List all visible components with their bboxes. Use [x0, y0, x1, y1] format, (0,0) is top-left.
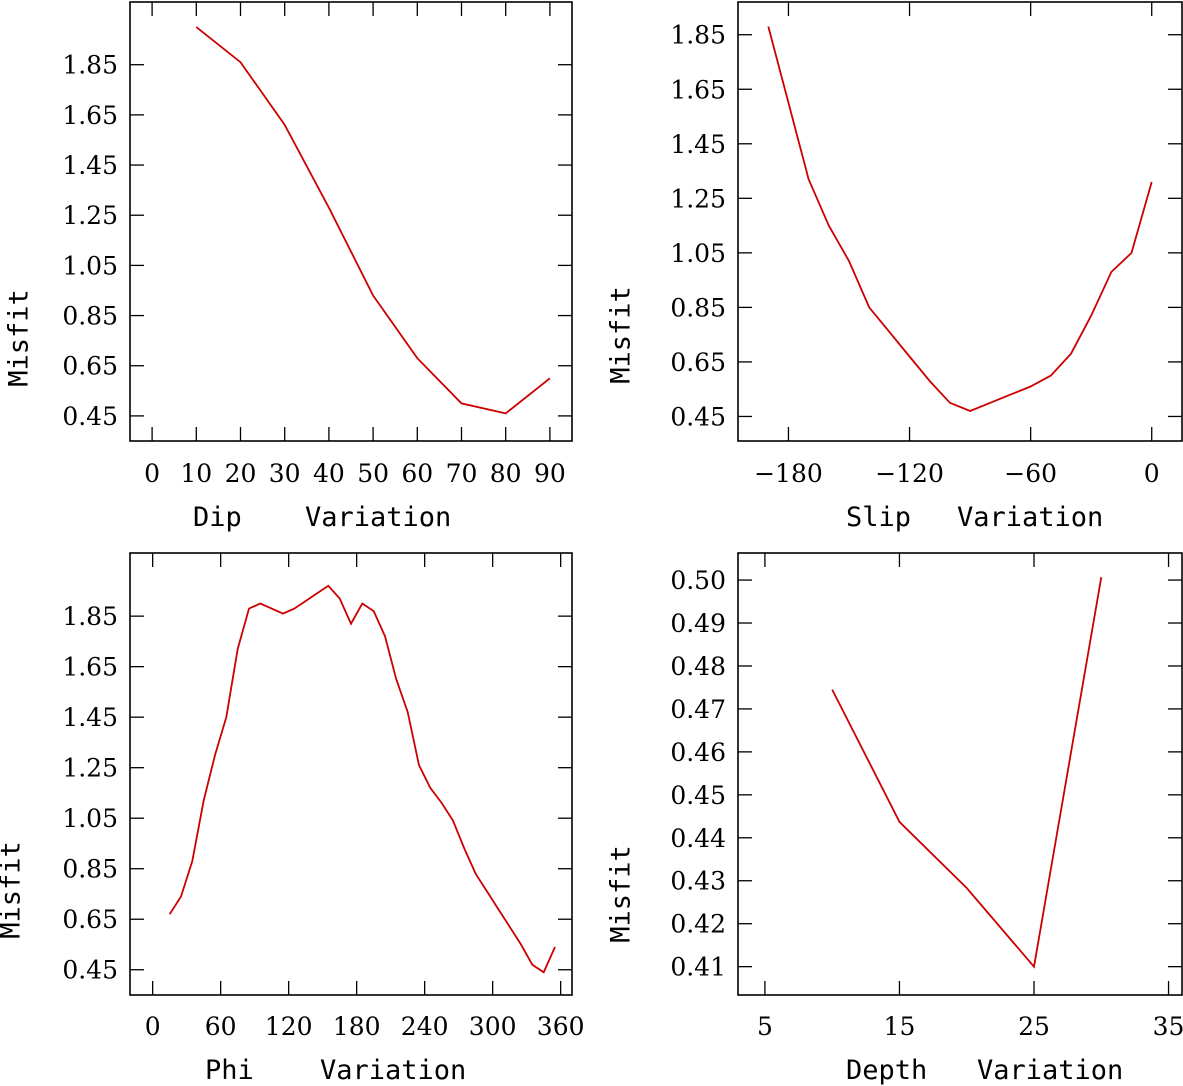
x-tick-label: 25	[1018, 1012, 1050, 1041]
y-tick-label: 1.45	[62, 703, 118, 732]
x-ticks: 0 10 20 30 40 50 60 70 80 90	[144, 2, 566, 488]
series-line	[831, 576, 1103, 969]
y-tick-label: 0.48	[670, 652, 726, 681]
panel-dip: 0 10 20 30 40 50 60 70 80 90 0.45 0.65 0.85 1.05 1.25…	[4, 1, 573, 533]
x-tick-label: 5	[757, 1012, 773, 1041]
y-tick-label: 1.85	[670, 21, 726, 50]
y-tick-label: 0.65	[62, 905, 118, 934]
y-tick-label: 1.65	[62, 101, 118, 130]
y-tick-label: 1.85	[62, 602, 118, 631]
y-tick-label: 1.45	[62, 151, 118, 180]
series-line	[195, 26, 551, 415]
x-tick-label: −60	[1004, 459, 1057, 488]
x-axis-label-left: Phi	[205, 1055, 254, 1086]
x-tick-label: 50	[357, 459, 389, 488]
x-axis-label-left: Dip	[193, 502, 242, 533]
x-tick-label: −180	[754, 459, 823, 488]
y-tick-label: 1.25	[62, 201, 118, 230]
x-tick-label: 240	[401, 1012, 449, 1041]
y-tick-label: 0.50	[670, 566, 726, 595]
y-ticks: 0.41 0.42 0.43 0.44 0.45 0.46 0.47 0.48 0.49 0.50	[670, 566, 1182, 982]
y-tick-label: 0.42	[670, 910, 726, 939]
x-tick-label: 15	[884, 1012, 916, 1041]
x-tick-label: 0	[1144, 459, 1160, 488]
y-tick-label: 1.25	[62, 754, 118, 783]
x-tick-label: 0	[145, 1012, 161, 1041]
y-tick-label: 1.05	[62, 251, 118, 280]
y-axis-label: Misfit	[0, 841, 27, 939]
y-axis-label: Misfit	[606, 845, 637, 943]
y-ticks: 0.45 0.65 0.85 1.05 1.25 1.45 1.65 1.85	[62, 602, 572, 985]
x-tick-label: 20	[225, 459, 257, 488]
x-tick-label: 180	[333, 1012, 381, 1041]
y-tick-label: 1.85	[62, 51, 118, 80]
x-axis-label-right: Variation	[977, 1055, 1123, 1086]
x-tick-label: 90	[534, 459, 566, 488]
x-tick-label: 80	[490, 459, 522, 488]
y-tick-label: 0.45	[62, 956, 118, 985]
y-tick-label: 1.45	[670, 130, 726, 159]
x-ticks: 0 60 120 180 240 300 360	[145, 553, 585, 1041]
x-tick-label: 70	[446, 459, 478, 488]
y-ticks: 0.45 0.65 0.85 1.05 1.25 1.45 1.65 1.85	[62, 51, 572, 431]
y-tick-label: 0.85	[62, 855, 118, 884]
y-tick-label: 1.05	[62, 804, 118, 833]
x-tick-label: 35	[1153, 1012, 1183, 1041]
y-tick-label: 1.25	[670, 184, 726, 213]
plot-frame	[737, 552, 1183, 996]
series-line	[767, 26, 1153, 412]
panel-depth: 5 15 25 35 0.41 0.42 0.43 0.44 0.45 0.46 0.47 0.48…	[606, 552, 1183, 1086]
x-axis-label-left: Slip	[846, 502, 911, 533]
y-tick-label: 0.45	[62, 402, 118, 431]
y-tick-label: 0.65	[670, 348, 726, 377]
y-axis-label: Misfit	[606, 286, 637, 384]
x-tick-label: 60	[401, 459, 433, 488]
y-tick-label: 1.05	[670, 239, 726, 268]
y-tick-label: 1.65	[670, 75, 726, 104]
x-tick-label: 360	[537, 1012, 585, 1041]
y-tick-label: 0.47	[670, 695, 726, 724]
x-tick-label: 60	[205, 1012, 237, 1041]
panel-phi: 0 60 120 180 240 300 360 0.45 0.65 0.85 1.05 1.25 1…	[0, 552, 585, 1086]
y-tick-label: 0.85	[62, 302, 118, 331]
y-tick-label: 0.41	[670, 953, 726, 982]
y-ticks: 0.45 0.65 0.85 1.05 1.25 1.45 1.65 1.85	[670, 21, 1182, 431]
x-tick-label: 0	[144, 459, 160, 488]
x-tick-label: 120	[265, 1012, 313, 1041]
y-tick-label: 1.65	[62, 653, 118, 682]
x-axis-label-right: Variation	[320, 1055, 466, 1086]
y-tick-label: 0.43	[670, 867, 726, 896]
x-tick-label: 30	[269, 459, 301, 488]
x-tick-label: −120	[875, 459, 944, 488]
x-axis-label-right: Variation	[957, 502, 1103, 533]
plot-frame	[129, 1, 573, 442]
y-tick-label: 0.85	[670, 293, 726, 322]
plot-frame	[129, 552, 573, 996]
y-axis-label: Misfit	[4, 289, 35, 387]
panel-slip: −180 −120 −60 0 0.45 0.65 0.85 1.05 1.25 1.45 1.6…	[606, 1, 1183, 533]
y-tick-label: 0.46	[670, 738, 726, 767]
plot-frame	[737, 1, 1183, 442]
x-axis-label-right: Variation	[305, 502, 451, 533]
series-line	[168, 584, 556, 974]
x-tick-label: 10	[180, 459, 212, 488]
y-tick-label: 0.45	[670, 781, 726, 810]
x-axis-label-left: Depth	[846, 1055, 927, 1086]
x-tick-label: 40	[313, 459, 345, 488]
x-tick-label: 300	[469, 1012, 517, 1041]
x-ticks: 5 15 25 35	[757, 553, 1183, 1041]
x-ticks: −180 −120 −60 0	[754, 2, 1160, 488]
y-tick-label: 0.65	[62, 352, 118, 381]
y-tick-label: 0.49	[670, 609, 726, 638]
y-tick-label: 0.45	[670, 402, 726, 431]
y-tick-label: 0.44	[670, 824, 726, 853]
